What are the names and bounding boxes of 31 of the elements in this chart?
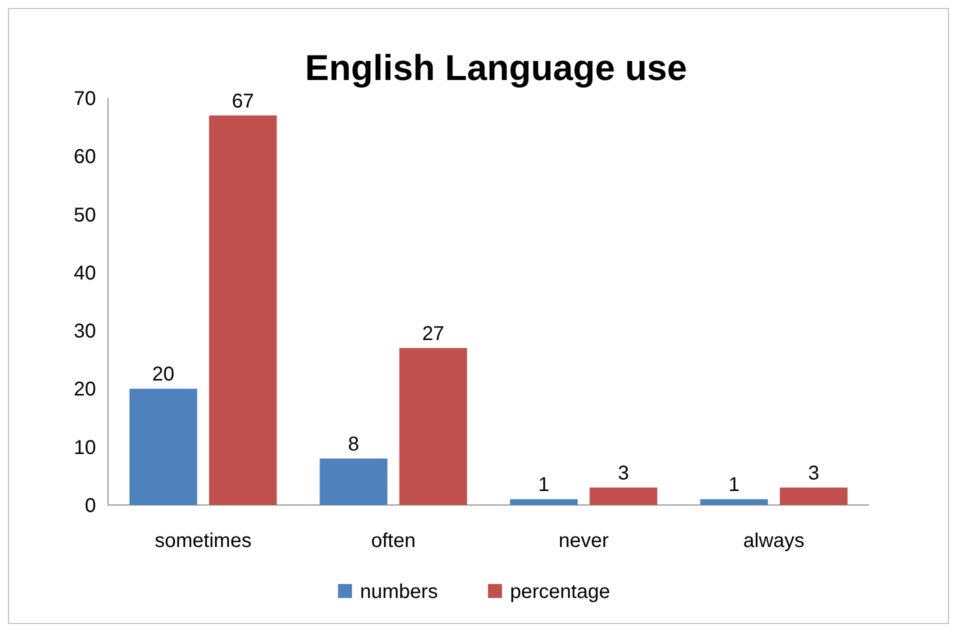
bar: [320, 458, 388, 505]
data-label: 20: [152, 364, 174, 386]
legend-label: percentage: [510, 581, 610, 603]
y-tick-label: 60: [74, 146, 96, 168]
y-tick-label: 70: [74, 88, 96, 110]
bar: [510, 499, 578, 505]
data-label: 67: [232, 90, 254, 112]
data-label: 1: [538, 474, 550, 496]
x-tick-label: sometimes: [154, 530, 252, 552]
x-tick-label: often: [371, 530, 416, 552]
bar: [209, 115, 277, 505]
data-label: 1: [728, 474, 740, 496]
data-label: 3: [808, 462, 820, 485]
data-label: 27: [422, 323, 444, 346]
x-tick-label: never: [558, 530, 609, 552]
bar: [129, 388, 198, 505]
y-tick-label: 30: [74, 320, 96, 343]
x-tick-label: always: [743, 530, 804, 552]
y-tick-label: 0: [84, 495, 96, 517]
chart-title: English Language use: [304, 47, 688, 88]
bar: [700, 499, 768, 505]
y-tick-label: 20: [74, 378, 96, 401]
data-label: 3: [618, 462, 630, 485]
bar: [399, 348, 468, 505]
y-tick-label: 40: [74, 262, 96, 284]
y-tick-label: 10: [74, 436, 96, 459]
bar: [590, 488, 658, 505]
bar: [780, 488, 848, 505]
legend-label: numbers: [360, 581, 438, 603]
data-label: 8: [348, 433, 360, 456]
y-tick-label: 50: [74, 204, 96, 226]
